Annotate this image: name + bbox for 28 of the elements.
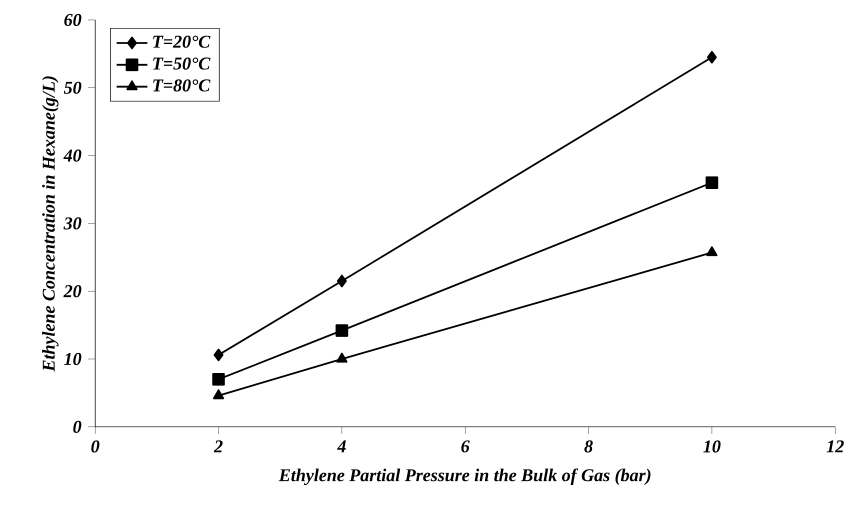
point — [336, 352, 348, 363]
x-tick-label: 2 — [214, 440, 223, 452]
legend-label: T=80°C — [153, 79, 210, 92]
y-axis-title: Ethylene Concentration in Hexane(g/L) — [42, 76, 59, 372]
x-tick-label: 8 — [584, 440, 593, 453]
point — [212, 389, 224, 400]
point — [212, 373, 225, 386]
point — [706, 51, 717, 64]
legend-label: T=50°C — [153, 58, 210, 70]
x-tick-label: 10 — [703, 440, 721, 453]
point — [706, 176, 718, 190]
y-tick-label: 40 — [63, 150, 82, 162]
legend-label: T=20°C — [153, 36, 210, 48]
point — [706, 246, 718, 256]
x-tick-label: 0 — [91, 440, 100, 453]
y-tick-label: 20 — [63, 285, 82, 298]
point — [336, 274, 347, 288]
x-tick-label: 4 — [337, 440, 346, 452]
x-axis-title: Ethylene Partial Pressure in the Bulk of Gas (bar) — [278, 468, 650, 486]
x-tick-label: 12 — [826, 440, 844, 452]
y-tick-label: 0 — [73, 420, 82, 433]
y-tick-label: 10 — [64, 353, 82, 366]
y-tick-label: 30 — [64, 217, 82, 230]
y-tick-label: 60 — [64, 14, 82, 26]
x-tick-label: 6 — [461, 440, 470, 453]
point — [214, 348, 224, 362]
point — [336, 324, 348, 337]
y-tick-label: 50 — [64, 82, 82, 94]
